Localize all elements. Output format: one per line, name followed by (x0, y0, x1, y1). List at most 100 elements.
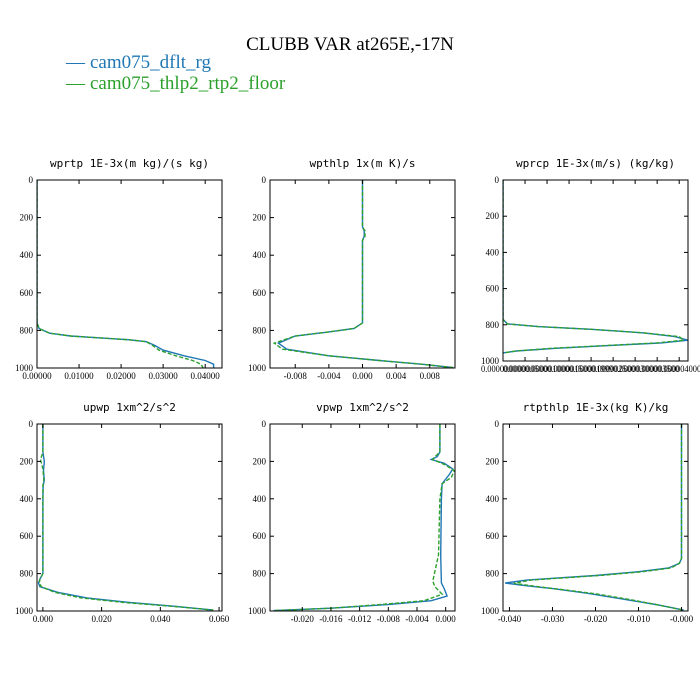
series-2-line (503, 180, 686, 354)
series-1-line (503, 180, 688, 354)
x-tick-label: 0.060 (209, 614, 230, 624)
y-tick-label: 800 (486, 569, 500, 579)
x-tick-label: -0.020 (291, 614, 315, 624)
series-1-line (37, 424, 214, 611)
y-tick-label: 400 (253, 250, 267, 260)
panel-title: wpthlp 1x(m K)/s (310, 157, 416, 170)
series-2-line (513, 424, 684, 611)
x-tick-label: 0.000000000 (481, 364, 525, 374)
plot-frame (269, 423, 456, 612)
y-tick-label: 600 (253, 288, 267, 298)
legend-entry-1-marker: — (65, 52, 86, 73)
x-tick-label: -0.004 (317, 371, 341, 381)
x-tick-label: 0.02000 (106, 371, 136, 381)
x-tick-label: -0.008 (284, 371, 308, 381)
x-tick-label: -0.020 (584, 614, 608, 624)
x-tick-label: 0.000001000 (525, 364, 569, 374)
x-tick-label: 0.03000 (149, 371, 179, 381)
x-tick-label: 0.000002500 (591, 364, 635, 374)
series-group (503, 180, 688, 354)
x-tick-label: 0.000003500 (635, 364, 679, 374)
plot-frame (36, 423, 223, 612)
series-2-line (273, 424, 455, 611)
x-tick-label: 0.020 (91, 614, 112, 624)
y-tick-label: 200 (253, 213, 267, 223)
x-tick-label: -0.010 (627, 614, 651, 624)
y-tick-label: 800 (253, 325, 267, 335)
y-tick-label: 1000 (15, 363, 34, 373)
legend-entry-2-marker: — (65, 73, 86, 94)
x-tick-label: 0.000004000 (657, 364, 700, 374)
y-tick-label: 600 (253, 531, 267, 541)
y-tick-label: 200 (486, 456, 500, 466)
figure-title: CLUBB VAR at265E,-17N (246, 34, 454, 55)
legend-entry-2-label: cam075_thlp2_rtp2_floor (90, 73, 286, 94)
panel-2: wpthlp 1x(m K)/s 0 200 400 600 800 1000 -0.008-… (248, 157, 456, 381)
y-tick-label: 1000 (248, 363, 267, 373)
y-tick-label: 600 (486, 284, 500, 294)
y-tick-label: 0 (495, 175, 500, 185)
legend: — cam075_dflt_rg — cam075_thlp2_rtp2_flo… (65, 52, 286, 94)
series-2-line (38, 424, 214, 611)
x-tick-label: 0.000 (352, 371, 373, 381)
plot-frame (502, 179, 689, 362)
y-tick-label: 0 (495, 419, 500, 429)
y-tick-label: 0 (29, 419, 34, 429)
x-tick-label: 0.040 (150, 614, 171, 624)
x-tick-label: 0.004 (386, 371, 407, 381)
legend-entry-1-label: cam075_dflt_rg (90, 52, 212, 73)
x-tick-label: -0.016 (319, 614, 343, 624)
y-tick-label: 200 (253, 456, 267, 466)
y-tick-label: 600 (486, 531, 500, 541)
series-1-line (276, 180, 454, 368)
series-group (272, 180, 454, 368)
x-tick-label: -0.012 (348, 614, 371, 624)
panel-3: wprcp 1E-3x(m/s) (kg/kg) 0 200 400 600 800 100… (481, 157, 700, 374)
y-tick-label: 800 (20, 569, 34, 579)
series-group (37, 424, 214, 611)
y-tick-label: 200 (486, 211, 500, 221)
y-tick-label: 1000 (481, 606, 500, 616)
y-tick-label: 0 (262, 175, 267, 185)
x-tick-label: 0.000003000 (613, 364, 657, 374)
y-tick-label: 600 (20, 288, 34, 298)
series-2-line (272, 180, 454, 368)
y-tick-label: 0 (29, 175, 34, 185)
y-tick-label: 800 (20, 325, 34, 335)
series-group (505, 424, 684, 611)
panel-1: wprtp 1E-3x(m kg)/(s kg) 0 200 400 600 800 100… (15, 157, 223, 381)
panel-6: rtpthlp 1E-3x(kg K)/kg02004006008001000-… (481, 401, 694, 624)
series-1-line (505, 424, 684, 611)
panels: wprtp 1E-3x(m kg)/(s kg) 0 200 400 600 800 100… (15, 157, 700, 624)
x-tick-label: -0.000 (670, 614, 694, 624)
y-tick-label: 800 (486, 320, 500, 330)
x-tick-label: 0.008 (420, 371, 441, 381)
x-tick-label: -0.008 (377, 614, 401, 624)
y-tick-label: 200 (20, 456, 34, 466)
y-tick-label: 400 (20, 494, 34, 504)
y-tick-label: 600 (20, 531, 34, 541)
x-tick-label: -0.030 (541, 614, 565, 624)
x-tick-label: 0.00000 (22, 371, 52, 381)
y-tick-label: 400 (486, 247, 500, 257)
y-tick-label: 1000 (481, 356, 500, 366)
x-tick-label: 0.000000500 (503, 364, 547, 374)
y-tick-label: 400 (486, 494, 500, 504)
y-tick-label: 1000 (248, 606, 267, 616)
x-tick-label: 0.04000 (191, 371, 221, 381)
y-tick-label: 400 (253, 494, 267, 504)
x-tick-label: 0.01000 (64, 371, 94, 381)
x-tick-label: 0.000001999 (569, 364, 613, 374)
x-tick-label: 0.000 (436, 614, 457, 624)
x-tick-label: -0.004 (405, 614, 429, 624)
panel-title: rtpthlp 1E-3x(kg K)/kg (523, 401, 669, 414)
y-tick-label: 800 (253, 569, 267, 579)
x-tick-label: -0.040 (498, 614, 522, 624)
y-tick-label: 0 (262, 419, 267, 429)
series-2-line (37, 180, 204, 368)
panel-title: vpwp 1xm^2/s^2 (316, 401, 409, 414)
plot-frame (502, 423, 689, 612)
plot-frame (36, 179, 223, 369)
panel-5: vpwp 1xm^2/s^2 0 200 400 600 800 1000 -0.020 -0.… (248, 401, 456, 624)
